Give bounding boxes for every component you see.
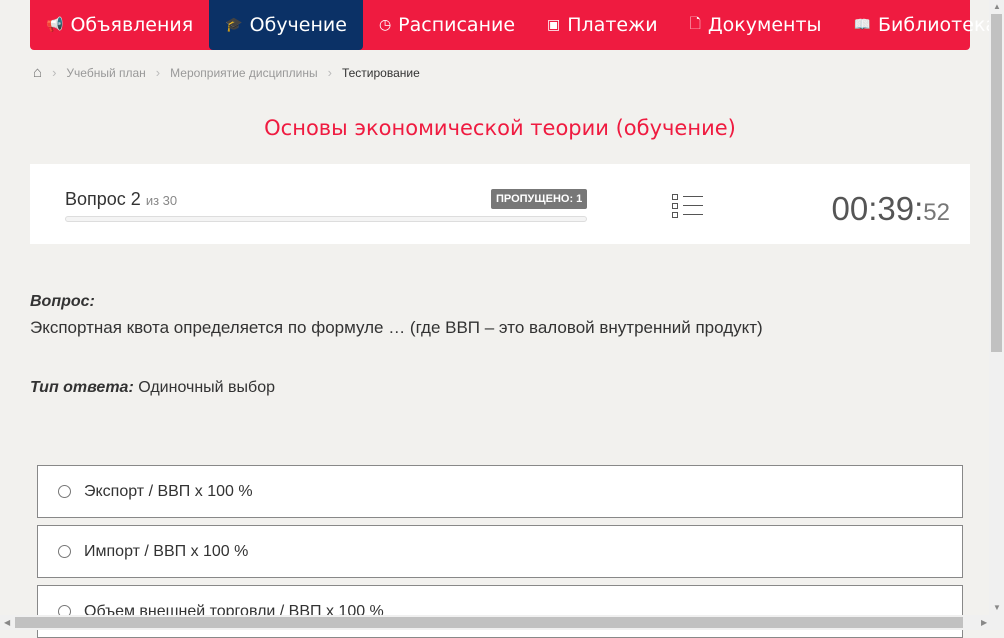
- document-icon: 🗋: [689, 16, 701, 32]
- answer-type: Тип ответа: Одиночный выбор: [30, 379, 275, 397]
- nav-item-label: Библиотека: [877, 14, 998, 36]
- top-nav: 📢 Объявления 🎓 Обучение ◷ Расписание ▣ Платежи 🗋…: [30, 0, 997, 50]
- timer-main: 00:39:: [831, 190, 924, 227]
- nav-item-4[interactable]: 🗋 Документы: [674, 0, 838, 50]
- timer: 00:39:52: [832, 190, 950, 228]
- progress-panel: Вопрос 2 из 30 ПРОПУЩЕНО: 1 00:39:52: [30, 164, 970, 244]
- nav-item-label: Обучение: [249, 14, 347, 36]
- horizontal-scrollbar[interactable]: ◀ ▶: [0, 615, 1004, 630]
- answer-option[interactable]: Экспорт / ВВП х 100 %: [37, 465, 963, 518]
- skipped-badge[interactable]: ПРОПУЩЕНО: 1: [491, 189, 588, 209]
- radio-button[interactable]: [58, 545, 71, 558]
- megaphone-icon: 📢: [46, 17, 64, 33]
- nav-item-label: Объявления: [70, 14, 194, 36]
- breadcrumb-item[interactable]: Учебный план: [66, 65, 146, 80]
- nav-item-5[interactable]: 📖Библиотека⌄: [838, 0, 1004, 50]
- home-icon[interactable]: ⌂: [33, 64, 43, 81]
- answer-option[interactable]: Объем внешней торговли / ВВП х 100 %: [37, 585, 963, 638]
- question-text: Экспортная квота определяется по формуле…: [30, 318, 763, 337]
- question-number: Вопрос 2: [65, 189, 141, 209]
- question-total: из 30: [145, 193, 178, 208]
- nav-item-label: Расписание: [398, 14, 516, 36]
- nav-item-label: Платежи: [567, 14, 658, 36]
- question-list-icon[interactable]: [672, 192, 704, 220]
- nav-item-2[interactable]: ◷ Расписание: [363, 0, 531, 50]
- vertical-scrollbar[interactable]: ▲ ▼: [989, 0, 1004, 615]
- answer-type-value: Одиночный выбор: [138, 379, 275, 396]
- nav-item-1[interactable]: 🎓 Обучение: [209, 0, 363, 50]
- graduation-cap-icon: 🎓: [225, 17, 243, 33]
- answer-option-label: Экспорт / ВВП х 100 %: [84, 482, 253, 500]
- question-heading: Вопрос:: [30, 293, 95, 310]
- chevron-right-icon: ›: [327, 65, 332, 80]
- nav-item-3[interactable]: ▣ Платежи: [531, 0, 674, 50]
- nav-item-0[interactable]: 📢 Объявления: [30, 0, 209, 50]
- page-title: Основы экономической теории (обучение): [264, 116, 736, 140]
- radio-button[interactable]: [58, 485, 71, 498]
- breadcrumb-item[interactable]: Мероприятие дисциплины: [170, 65, 318, 80]
- money-icon: ▣: [547, 17, 561, 33]
- clock-icon: ◷: [378, 17, 392, 33]
- nav-item-label: Документы: [707, 14, 822, 36]
- chevron-right-icon: ›: [155, 65, 161, 80]
- answer-type-label: Тип ответа:: [30, 379, 134, 396]
- timer-seconds: 52: [923, 199, 950, 226]
- book-icon: 📖: [853, 17, 871, 33]
- chevron-right-icon: ›: [52, 65, 57, 80]
- progress-bar: [65, 216, 587, 222]
- breadcrumb: ⌂ › Учебный план › Мероприятие дисциплин…: [33, 64, 420, 81]
- breadcrumb-current: Тестирование: [341, 65, 420, 80]
- answer-option-label: Импорт / ВВП х 100 %: [84, 542, 249, 560]
- answer-option[interactable]: Импорт / ВВП х 100 %: [37, 525, 963, 578]
- question-counter: Вопрос 2 из 30: [65, 189, 177, 210]
